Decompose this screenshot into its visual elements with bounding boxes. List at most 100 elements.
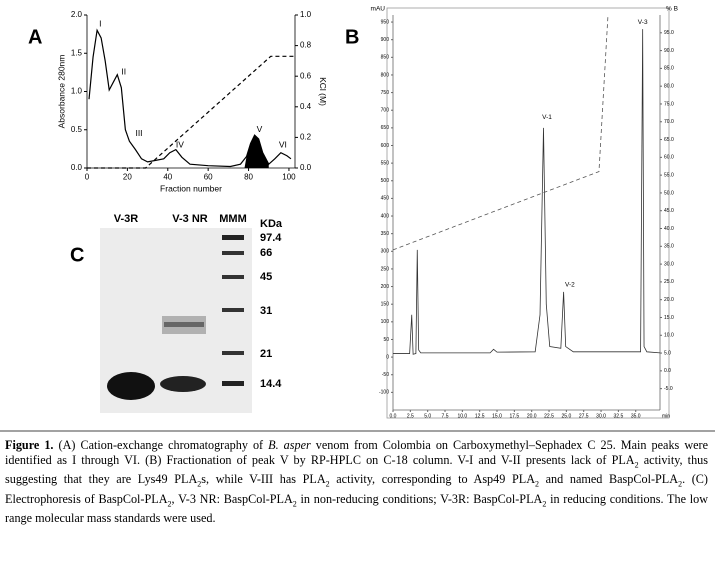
caption-text: 2 [167, 499, 172, 509]
y-tick-label: 550 [381, 160, 390, 166]
y2-tick-label: 10.0 [664, 333, 674, 339]
y-tick-label: 350 [381, 231, 390, 237]
x-tick-label: 0 [85, 173, 90, 182]
panel-letter: B [345, 26, 359, 48]
y-tick-label: 700 [381, 108, 390, 114]
y2-tick-label: 20.0 [664, 297, 674, 303]
y2-tick-label: 60.0 [664, 155, 674, 161]
y-tick-label: 150 [381, 302, 390, 308]
y2-tick-label: 85.0 [664, 66, 674, 72]
series-line [392, 14, 609, 251]
y-tick-label: 250 [381, 266, 390, 272]
x-axis-title: Fraction number [160, 183, 222, 193]
peak-label: V-3 [638, 19, 648, 26]
peak-label: IV [176, 139, 184, 149]
y-tick-label: 300 [381, 249, 390, 255]
x-tick-label: 10.0 [457, 413, 467, 419]
panel-letter: A [28, 26, 42, 48]
peak-label: II [121, 67, 126, 77]
y-tick-label: 500 [381, 178, 390, 184]
y2-tick-label: 0.0 [300, 163, 312, 172]
caption-text: activity, corresponding to Asp49 PLA [329, 472, 535, 487]
x-tick-label: 20 [123, 173, 132, 182]
y2-tick-label: -5.0 [664, 386, 673, 392]
y2-tick-label: 45.0 [664, 208, 674, 214]
x-tick-label: 0.0 [390, 413, 397, 419]
caption-text: 2 [197, 479, 202, 489]
y2-tick-label: 80.0 [664, 83, 674, 89]
marker-band [222, 251, 244, 255]
y-tick-label: 800 [381, 72, 390, 78]
y-tick-label: -50 [382, 372, 389, 378]
x-tick-label: 12.5 [475, 413, 485, 419]
x-tick-label: 25.0 [562, 413, 572, 419]
y2-tick-label: 1.0 [300, 10, 312, 19]
marker-label: 66 [260, 247, 272, 259]
y2-tick-label: 0.6 [300, 71, 312, 80]
series-line [87, 55, 295, 169]
caption: Figure 1. (A) Cation-exchange chromatogr… [5, 438, 708, 526]
y2-axis-title: KCl (M) [318, 77, 328, 106]
y-tick-label: 200 [381, 284, 390, 290]
y-tick-label: 2.0 [71, 10, 83, 19]
marker-label: 45 [260, 271, 272, 283]
y-tick-label: 650 [381, 125, 390, 131]
y2-tick-label: 35.0 [664, 244, 674, 250]
x-tick-label: 20.0 [527, 413, 537, 419]
y2-tick-label: 40.0 [664, 226, 674, 232]
x-tick-label: 60 [204, 173, 213, 182]
y2-tick-label: 65.0 [664, 137, 674, 143]
peak-label: I [99, 18, 101, 28]
y-tick-label: 100 [381, 319, 390, 325]
caption-text: B. asper [268, 438, 311, 452]
peak-label: VI [279, 139, 287, 149]
caption-text: (A) Cation-exchange chromatography of [53, 438, 269, 452]
lane-label: V-3 NR [172, 213, 208, 225]
caption-text: 2 [634, 460, 639, 470]
x-axis-title: min [662, 413, 670, 419]
y-tick-label: 1.0 [71, 87, 83, 96]
y-tick-label: 900 [381, 37, 390, 43]
caption-text: 2 [292, 499, 297, 509]
y-tick-label: 850 [381, 55, 390, 61]
x-tick-label: 27.5 [579, 413, 589, 419]
marker-band [222, 381, 244, 386]
gel-band [160, 376, 206, 392]
x-tick-label: 35.0 [631, 413, 641, 419]
y2-tick-label: 55.0 [664, 172, 674, 178]
marker-label: 14.4 [260, 378, 282, 390]
marker-band [222, 351, 244, 355]
series-line [393, 29, 661, 355]
marker-label: 31 [260, 305, 272, 317]
y-tick-label: 0.0 [71, 163, 83, 172]
y-axis-title: Absorbance 280nm [56, 55, 66, 129]
y2-axis-title: % B [666, 6, 678, 13]
caption-label: Figure 1. [5, 438, 54, 452]
y-tick-label: -100 [379, 390, 389, 396]
y2-tick-label: 95.0 [664, 30, 674, 36]
y-tick-label: 600 [381, 143, 390, 149]
y2-tick-label: 0.4 [300, 102, 312, 111]
caption-text: venom from Colombia on Carboxymethyl–Sep… [5, 438, 709, 467]
caption-text: in reducing conditions. The low range mo… [5, 491, 709, 526]
y2-tick-label: 25.0 [664, 279, 674, 285]
figure: A B C V-3R V-3 NR MMM KDa 97.4 66 45 31 … [0, 6, 715, 432]
x-tick-label: 17.5 [509, 413, 519, 419]
peak-label: III [135, 128, 142, 138]
y-tick-label: 950 [381, 19, 390, 25]
x-tick-label: 80 [244, 173, 253, 182]
marker-label: 21 [260, 348, 272, 360]
y-tick-label: 400 [381, 213, 390, 219]
shaded-peak [244, 135, 269, 168]
unit-label: KDa [260, 218, 283, 230]
lane-label: V-3R [114, 213, 139, 225]
caption-text: , V-3 NR: BaspCol-PLA [171, 491, 293, 506]
peak-label: V-2 [565, 282, 575, 289]
marker-label: 97.4 [260, 232, 282, 244]
x-tick-label: 32.5 [614, 413, 624, 419]
marker-band [222, 235, 244, 240]
y2-tick-label: 90.0 [664, 48, 674, 54]
caption-text: s, while V-III has PLA [201, 472, 326, 487]
caption-text: 2 [535, 479, 539, 489]
